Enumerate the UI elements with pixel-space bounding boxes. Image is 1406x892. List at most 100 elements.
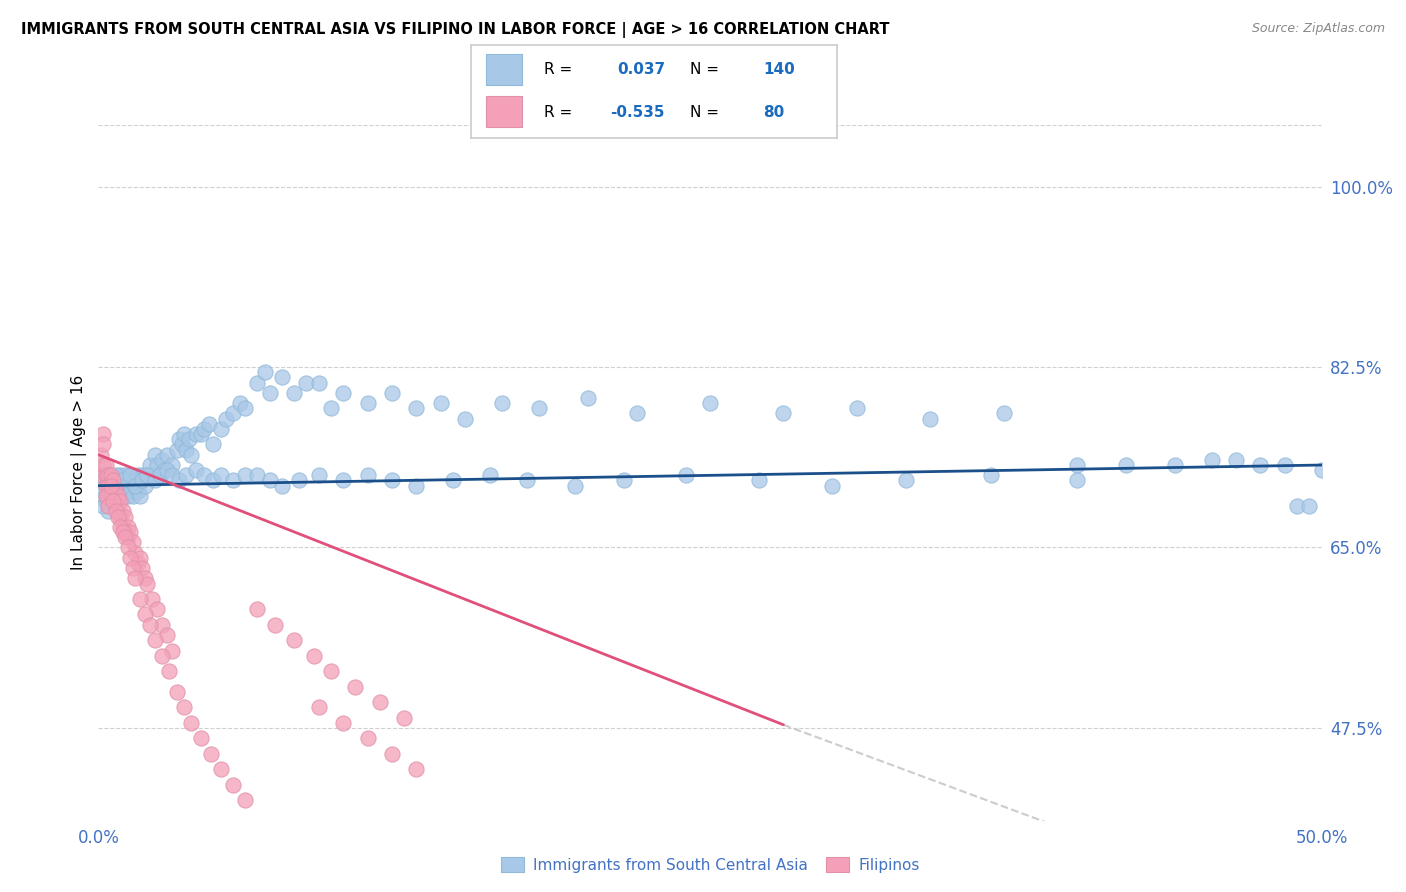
Point	[209, 422, 232, 436]
Point	[114, 530, 136, 544]
Point	[283, 385, 305, 400]
Point	[111, 474, 134, 488]
Point	[114, 524, 136, 539]
Point	[120, 468, 142, 483]
Point	[136, 468, 159, 483]
Point	[156, 463, 179, 477]
Point	[94, 494, 117, 508]
Point	[894, 474, 917, 488]
Point	[131, 561, 153, 575]
Point	[253, 365, 276, 379]
Point	[150, 617, 173, 632]
Point	[190, 427, 212, 442]
Point	[772, 407, 794, 421]
Point	[150, 648, 173, 663]
Point	[141, 592, 163, 607]
Point	[515, 474, 537, 488]
Point	[1066, 458, 1088, 472]
Point	[117, 530, 139, 544]
Point	[111, 504, 134, 518]
Point	[381, 747, 404, 761]
Point	[120, 483, 142, 498]
Point	[193, 422, 215, 436]
Point	[308, 468, 330, 483]
Point	[97, 504, 120, 518]
Point	[134, 478, 156, 492]
Point	[332, 715, 354, 730]
Point	[104, 468, 127, 483]
Point	[104, 494, 127, 508]
Point	[190, 731, 212, 746]
Point	[134, 607, 156, 622]
Point	[117, 489, 139, 503]
Point	[117, 520, 139, 534]
Point	[173, 427, 195, 442]
Point	[405, 401, 427, 416]
Point	[91, 468, 114, 483]
Point	[131, 474, 153, 488]
Point	[308, 700, 330, 714]
Point	[160, 643, 183, 657]
Point	[127, 468, 149, 483]
Point	[332, 474, 354, 488]
Point	[160, 468, 183, 483]
Point	[233, 468, 256, 483]
Point	[295, 376, 318, 390]
Point	[149, 468, 172, 483]
Point	[166, 442, 188, 457]
Point	[94, 478, 117, 492]
Text: 0.037: 0.037	[617, 62, 665, 78]
Point	[491, 396, 513, 410]
Point	[90, 478, 112, 492]
Point	[564, 478, 586, 492]
Point	[111, 524, 134, 539]
Point	[136, 468, 159, 483]
Point	[110, 483, 132, 498]
Point	[246, 602, 269, 616]
Point	[120, 524, 142, 539]
Point	[107, 489, 129, 503]
Y-axis label: In Labor Force | Age > 16: In Labor Force | Age > 16	[72, 376, 87, 570]
Point	[129, 489, 152, 503]
Point	[94, 468, 117, 483]
Point	[157, 664, 180, 678]
Point	[149, 468, 172, 483]
FancyBboxPatch shape	[485, 54, 522, 85]
Point	[100, 468, 122, 483]
Point	[143, 448, 166, 462]
Point	[699, 396, 721, 410]
Point	[356, 396, 378, 410]
Point	[94, 458, 117, 472]
Point	[127, 483, 149, 498]
Point	[1066, 474, 1088, 488]
Point	[121, 489, 143, 503]
Point	[222, 474, 245, 488]
Point	[209, 762, 232, 776]
Point	[1225, 453, 1247, 467]
Point	[111, 474, 134, 488]
Point	[111, 520, 134, 534]
Point	[104, 478, 127, 492]
Point	[129, 592, 152, 607]
Point	[94, 489, 117, 503]
Point	[246, 468, 269, 483]
Point	[167, 432, 190, 446]
Point	[114, 468, 136, 483]
Point	[94, 474, 117, 488]
Point	[748, 474, 770, 488]
Point	[114, 509, 136, 524]
Point	[845, 401, 868, 416]
Text: N =: N =	[690, 104, 724, 120]
Point	[454, 411, 477, 425]
Text: N =: N =	[690, 62, 724, 78]
Point	[100, 478, 122, 492]
Point	[332, 385, 354, 400]
Point	[180, 715, 202, 730]
Point	[392, 710, 416, 724]
Text: R =: R =	[544, 62, 578, 78]
Point	[405, 478, 427, 492]
Point	[193, 468, 215, 483]
Point	[381, 474, 404, 488]
Point	[1310, 463, 1333, 477]
Point	[139, 617, 162, 632]
